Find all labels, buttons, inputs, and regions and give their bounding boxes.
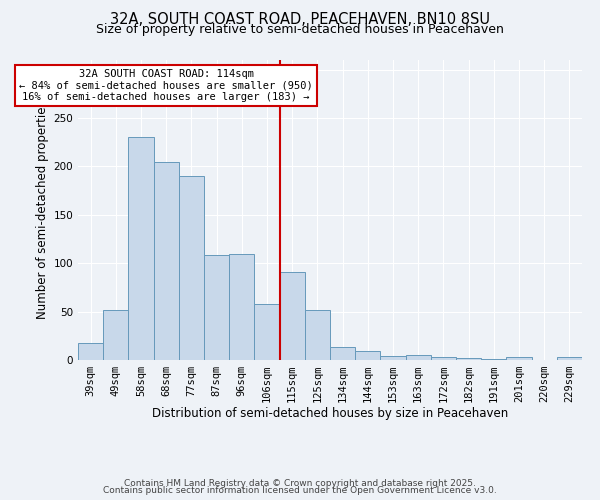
Y-axis label: Number of semi-detached properties: Number of semi-detached properties bbox=[36, 100, 49, 320]
Text: Contains public sector information licensed under the Open Government Licence v3: Contains public sector information licen… bbox=[103, 486, 497, 495]
Text: Contains HM Land Registry data © Crown copyright and database right 2025.: Contains HM Land Registry data © Crown c… bbox=[124, 478, 476, 488]
Bar bbox=[557, 357, 582, 360]
Bar bbox=[179, 176, 204, 360]
Bar bbox=[78, 342, 103, 360]
Bar bbox=[506, 357, 532, 360]
Bar bbox=[481, 359, 506, 360]
Bar bbox=[229, 254, 254, 360]
Bar bbox=[355, 352, 380, 360]
Bar bbox=[305, 310, 330, 360]
Bar bbox=[330, 348, 355, 360]
Bar bbox=[254, 304, 280, 360]
Bar bbox=[380, 356, 406, 360]
Bar bbox=[406, 355, 431, 360]
X-axis label: Distribution of semi-detached houses by size in Peacehaven: Distribution of semi-detached houses by … bbox=[152, 406, 508, 420]
Bar bbox=[128, 138, 154, 360]
Bar bbox=[154, 162, 179, 360]
Text: 32A SOUTH COAST ROAD: 114sqm
← 84% of semi-detached houses are smaller (950)
16%: 32A SOUTH COAST ROAD: 114sqm ← 84% of se… bbox=[19, 69, 313, 102]
Bar bbox=[204, 256, 229, 360]
Text: 32A, SOUTH COAST ROAD, PEACEHAVEN, BN10 8SU: 32A, SOUTH COAST ROAD, PEACEHAVEN, BN10 … bbox=[110, 12, 490, 28]
Bar bbox=[456, 358, 481, 360]
Bar bbox=[431, 357, 456, 360]
Bar bbox=[280, 272, 305, 360]
Bar bbox=[103, 310, 128, 360]
Text: Size of property relative to semi-detached houses in Peacehaven: Size of property relative to semi-detach… bbox=[96, 22, 504, 36]
